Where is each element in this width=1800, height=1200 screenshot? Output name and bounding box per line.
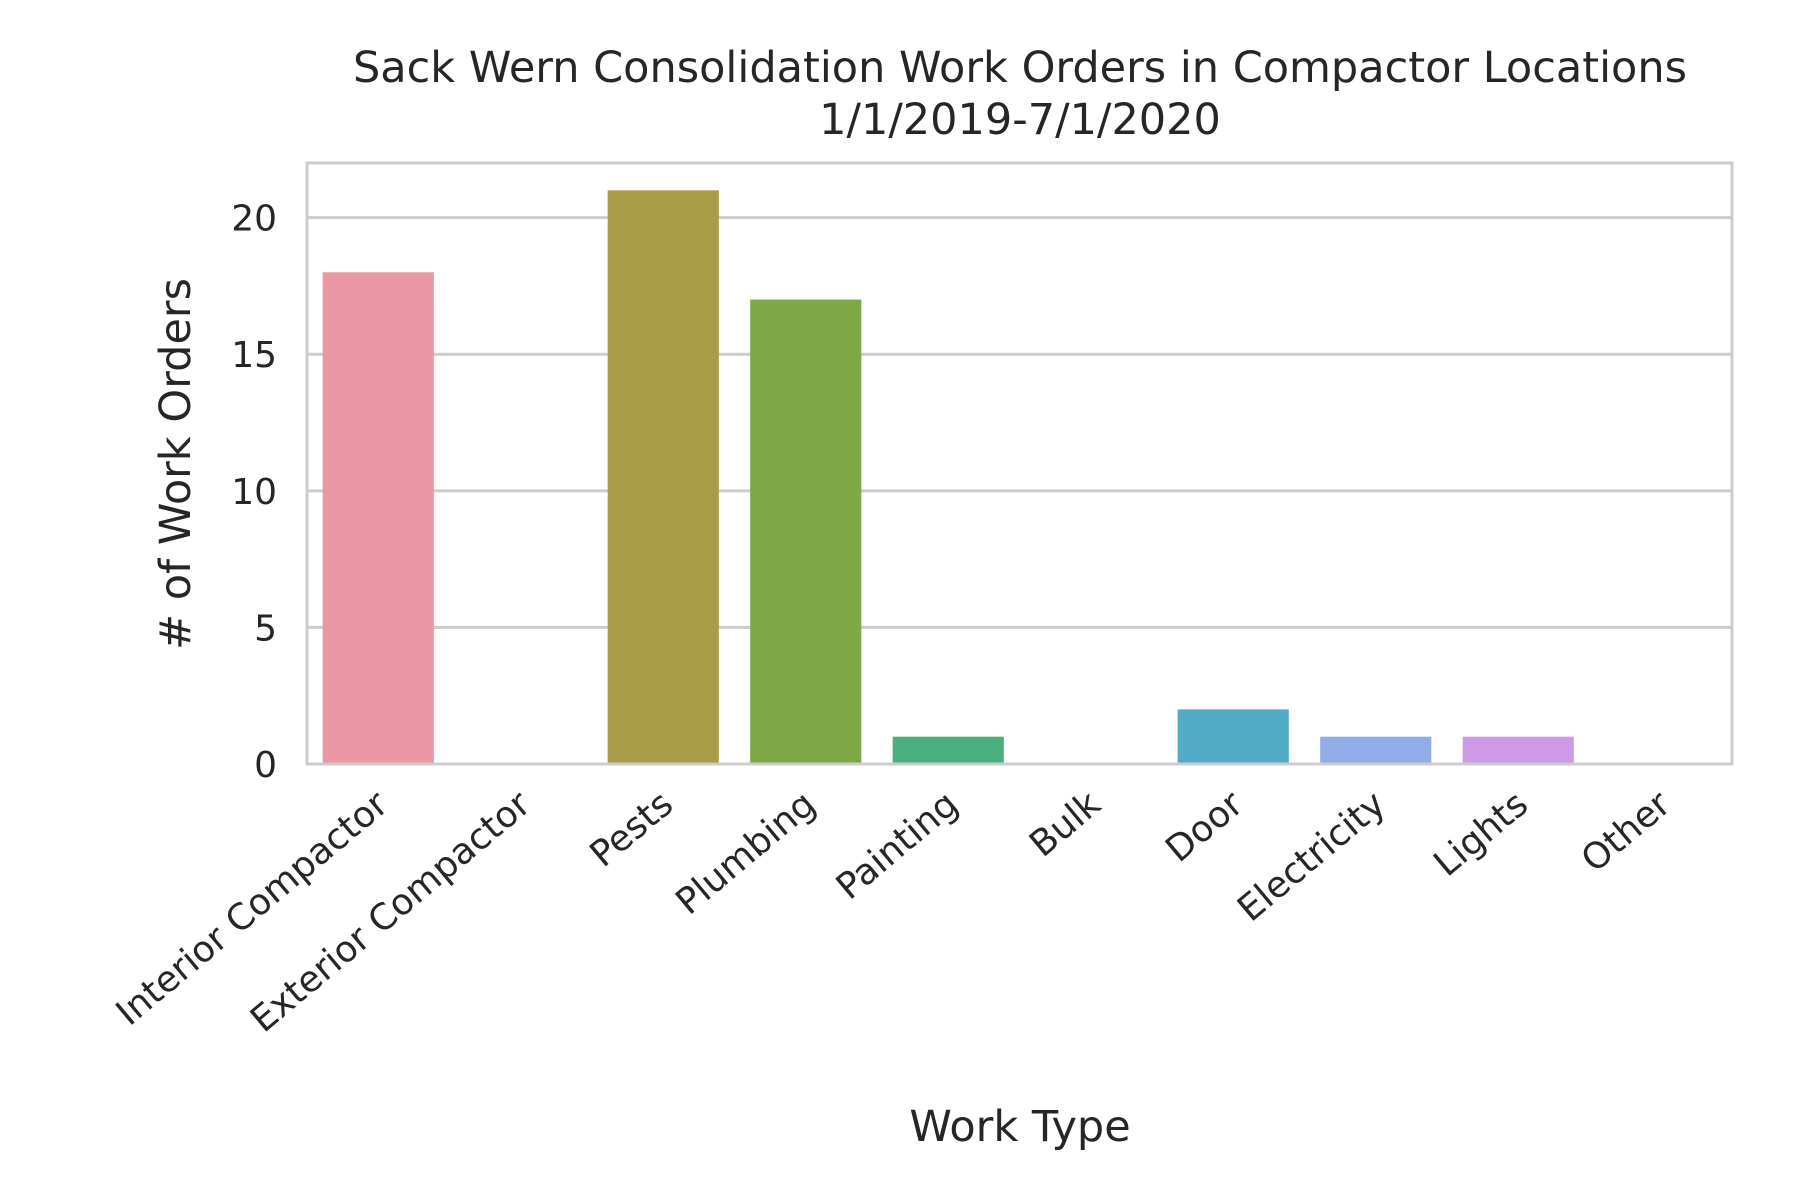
y-axis-label: # of Work Orders (151, 278, 201, 650)
chart-title: Sack Wern Consolidation Work Orders in C… (353, 43, 1687, 93)
bar-door (1177, 709, 1289, 764)
bars (322, 190, 1574, 764)
bar-interior-compactor (322, 272, 434, 764)
y-tick-labels: 0 5 10 15 20 (231, 199, 277, 786)
y-tick-label: 10 (231, 472, 277, 513)
plot-frame (305, 161, 1734, 766)
bar-lights (1462, 736, 1574, 764)
y-tick-label: 15 (231, 335, 277, 376)
gridlines (307, 216, 1732, 629)
y-tick-label: 0 (254, 745, 277, 786)
bar-pests (607, 190, 719, 764)
bar-electricity (1320, 736, 1432, 764)
y-tick-label: 20 (231, 199, 277, 240)
bar-plumbing (750, 299, 862, 764)
chart-subtitle: 1/1/2019-7/1/2020 (819, 95, 1221, 145)
y-tick-label: 5 (254, 608, 277, 649)
bar-painting (892, 736, 1004, 764)
x-axis-label: Work Type (909, 1102, 1130, 1152)
